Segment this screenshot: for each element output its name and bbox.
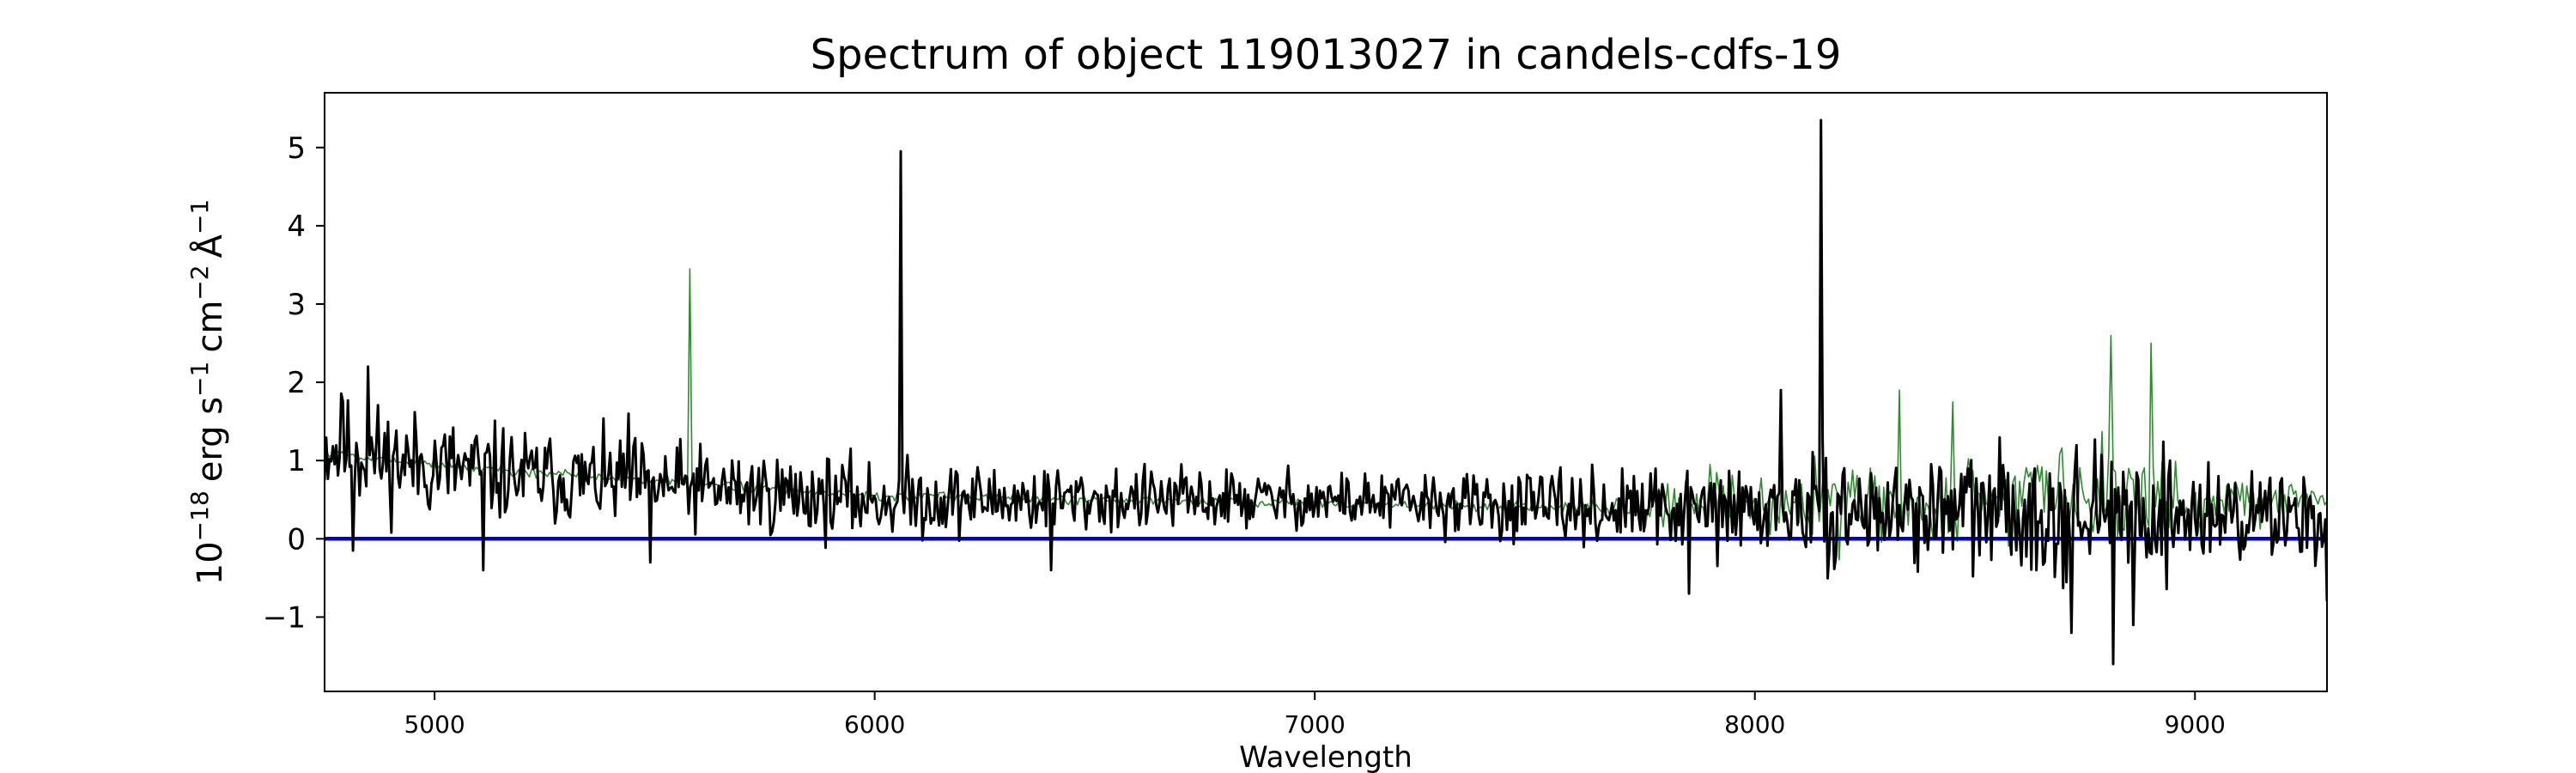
y-tick-label: 2	[287, 366, 306, 400]
plot-frame	[324, 92, 2328, 692]
y-tick-label: 0	[287, 522, 306, 557]
x-tick-label: 6000	[844, 710, 905, 739]
x-tick-label: 5000	[404, 710, 465, 739]
y-label-base: 10	[191, 541, 230, 585]
y-axis-label: 10−18erg s−1cm−2Å−1	[185, 199, 230, 585]
y-label-cm: cm	[191, 301, 230, 353]
chart-title: Spectrum of object 119013027 in candels-…	[811, 31, 1842, 79]
y-label-erg: erg s	[191, 397, 230, 482]
y-label-ang-exp: −1	[185, 199, 214, 234]
x-tick-label: 8000	[1724, 710, 1785, 739]
y-label-angstrom: Å	[189, 234, 230, 258]
y-axis-ticks: −1 0 1 2 3 4 5	[263, 131, 325, 635]
x-tick-label: 7000	[1285, 710, 1346, 739]
y-tick-label: 4	[287, 210, 306, 244]
x-axis-label: Wavelength	[1239, 740, 1413, 773]
y-tick-label: 1	[287, 444, 306, 478]
y-label-cm-exp: −2	[185, 265, 214, 300]
plot-area	[325, 119, 2327, 666]
y-tick-label: 3	[287, 288, 306, 322]
y-tick-label: 5	[287, 131, 306, 166]
x-axis-ticks: 5000 6000 7000 8000 9000	[404, 691, 2226, 739]
y-label-s-exp: −1	[185, 362, 214, 397]
x-tick-label: 9000	[2165, 710, 2226, 739]
y-tick-label: −1	[263, 600, 306, 635]
spectrum-series	[325, 119, 2327, 666]
y-label-power: −18	[185, 490, 214, 541]
